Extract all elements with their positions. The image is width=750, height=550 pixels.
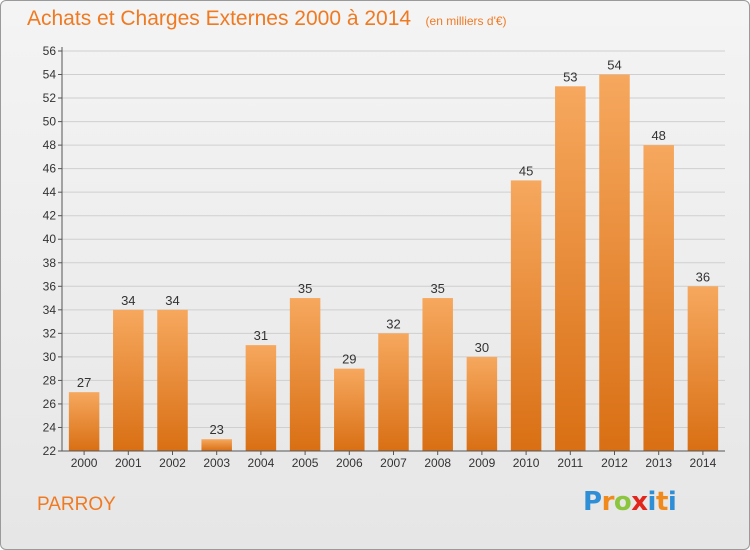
x-tick-label: 2000 — [71, 456, 98, 470]
y-tick-label: 56 — [43, 44, 57, 58]
x-tick-label: 2002 — [159, 456, 186, 470]
data-label: 48 — [651, 128, 665, 143]
data-label: 34 — [165, 293, 179, 308]
bar — [687, 286, 719, 451]
x-tick-label: 2005 — [292, 456, 319, 470]
y-tick-label: 36 — [43, 279, 57, 293]
bar — [555, 86, 586, 451]
chart-subtitle: (en milliers d'€) — [425, 14, 507, 28]
proxiti-logo: Proxiti — [583, 487, 677, 517]
data-label: 23 — [209, 422, 223, 437]
x-tick-label: 2010 — [513, 456, 540, 470]
x-tick-label: 2006 — [336, 456, 363, 470]
y-tick-label: 42 — [43, 209, 57, 223]
x-tick-label: 2008 — [424, 456, 451, 470]
logo-letter: i — [647, 487, 657, 517]
x-tick-label: 2007 — [380, 456, 407, 470]
bar — [510, 180, 542, 452]
data-label: 54 — [607, 58, 621, 73]
data-label: 27 — [77, 375, 91, 390]
y-tick-label: 22 — [43, 444, 57, 458]
y-tick-label: 50 — [43, 115, 57, 129]
y-tick-label: 32 — [43, 326, 57, 340]
logo-letter: x — [631, 487, 648, 517]
bar — [245, 345, 277, 451]
bar — [378, 333, 409, 451]
data-label: 34 — [121, 293, 135, 308]
data-label: 31 — [254, 328, 268, 343]
data-label: 29 — [342, 352, 356, 367]
bar — [157, 309, 188, 451]
data-label: 30 — [475, 340, 489, 355]
bar — [289, 298, 321, 451]
y-tick-label: 40 — [43, 232, 57, 246]
x-tick-label: 2009 — [469, 456, 496, 470]
x-tick-label: 2004 — [248, 456, 275, 470]
data-label: 45 — [519, 163, 533, 178]
bar — [643, 145, 674, 451]
x-tick-label: 2001 — [115, 456, 142, 470]
y-tick-label: 30 — [43, 350, 57, 364]
data-label: 32 — [386, 316, 400, 331]
bar — [68, 392, 100, 451]
y-tick-label: 38 — [43, 256, 57, 270]
bar — [113, 309, 144, 451]
chart-title-main: Achats et Charges Externes 2000 à 2014 — [27, 7, 412, 30]
data-label: 35 — [298, 281, 312, 296]
y-tick-label: 54 — [43, 68, 57, 82]
x-tick-label: 2014 — [690, 456, 717, 470]
y-tick-label: 34 — [43, 303, 57, 317]
y-tick-label: 48 — [43, 138, 57, 152]
data-label: 36 — [696, 269, 710, 284]
data-label: 53 — [563, 69, 577, 84]
bar — [201, 439, 232, 451]
bar — [422, 298, 453, 451]
data-label: 35 — [430, 281, 444, 296]
logo-letter: o — [613, 487, 632, 517]
y-tick-label: 26 — [43, 397, 57, 411]
x-tick-label: 2011 — [557, 456, 583, 470]
y-tick-label: 44 — [43, 185, 57, 199]
commune-name: PARROY — [37, 494, 116, 515]
y-tick-label: 52 — [43, 91, 57, 105]
logo-letter: P — [583, 487, 602, 517]
y-tick-label: 46 — [43, 162, 57, 176]
logo-letter: t — [655, 487, 668, 517]
bar — [466, 356, 498, 451]
x-tick-label: 2003 — [203, 456, 230, 470]
y-tick-label: 24 — [43, 420, 57, 434]
logo-letter: i — [667, 487, 677, 517]
bar — [599, 74, 630, 451]
chart-title: Achats et Charges Externes 2000 à 2014 (… — [27, 7, 507, 31]
logo-letter: r — [601, 487, 615, 517]
y-tick-label: 28 — [43, 373, 57, 387]
x-tick-label: 2013 — [645, 456, 672, 470]
x-tick-label: 2012 — [601, 456, 628, 470]
bar — [334, 368, 365, 451]
